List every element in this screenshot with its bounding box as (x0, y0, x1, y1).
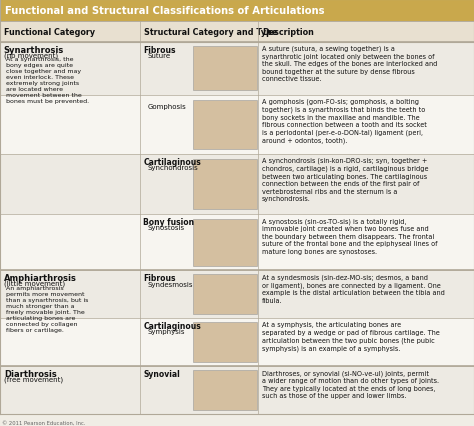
Text: An amphiarthrosis
permits more movement
than a synarthrosis, but is
much stronge: An amphiarthrosis permits more movement … (6, 285, 89, 332)
Text: Functional Category: Functional Category (4, 28, 95, 37)
FancyBboxPatch shape (193, 275, 257, 314)
FancyBboxPatch shape (193, 47, 257, 91)
FancyBboxPatch shape (193, 160, 257, 210)
Text: Diarthroses, or synovial (si-NO-ve-ul) joints, permit
a wider range of motion th: Diarthroses, or synovial (si-NO-ve-ul) j… (262, 369, 439, 398)
Bar (0, 95, 474, 154)
Text: Amphiarthrosis: Amphiarthrosis (4, 273, 77, 283)
Text: © 2011 Pearson Education, Inc.: © 2011 Pearson Education, Inc. (2, 419, 86, 424)
FancyBboxPatch shape (193, 370, 257, 410)
Text: Bony fusion: Bony fusion (143, 218, 194, 227)
Text: Suture: Suture (148, 53, 171, 59)
Text: Gomphosis: Gomphosis (148, 104, 187, 109)
Text: Description: Description (262, 28, 314, 37)
Text: Fibrous: Fibrous (143, 273, 176, 283)
Bar (0, 319, 474, 366)
Text: Fibrous: Fibrous (143, 46, 176, 55)
FancyBboxPatch shape (193, 322, 257, 363)
Bar (0, 366, 474, 414)
Bar (0, 22, 474, 43)
FancyBboxPatch shape (193, 219, 257, 266)
Text: A gomphosis (gom-FO-sis; gomphosis, a bolting
together) is a synarthrosis that b: A gomphosis (gom-FO-sis; gomphosis, a bo… (262, 98, 427, 144)
Text: Syndesmosis: Syndesmosis (148, 281, 193, 287)
Bar (0, 43, 474, 95)
Text: Functional and Structural Classifications of Articulations: Functional and Structural Classification… (5, 6, 324, 16)
Text: Cartilaginous: Cartilaginous (143, 322, 201, 331)
Bar (0, 0, 474, 22)
Text: Synchondrosis: Synchondrosis (148, 164, 199, 170)
Text: A suture (sutura, a sewing together) is a
synarthrotic joint located only betwee: A suture (sutura, a sewing together) is … (262, 46, 437, 82)
Bar (0, 154, 474, 215)
Text: (little movement): (little movement) (4, 280, 65, 287)
Text: A synchondrosis (sin-kon-DRO-sis; syn, together +
chondros, cartilage) is a rigi: A synchondrosis (sin-kon-DRO-sis; syn, t… (262, 157, 428, 202)
Text: Structural Category and Type: Structural Category and Type (144, 28, 277, 37)
Bar (0, 271, 474, 319)
Text: At a synarthrosis, the
bony edges are quite
close together and may
even interloc: At a synarthrosis, the bony edges are qu… (6, 57, 89, 104)
Text: Synarthrosis: Synarthrosis (4, 46, 64, 55)
Text: At a symphysis, the articulating bones are
separated by a wedge or pad of fibrou: At a symphysis, the articulating bones a… (262, 322, 439, 351)
Text: At a syndesmosis (sin-dez-MO-sis; desmos, a band
or ligament), bones are connect: At a syndesmosis (sin-dez-MO-sis; desmos… (262, 273, 445, 303)
Text: Diarthrosis: Diarthrosis (4, 369, 56, 378)
Text: Synovial: Synovial (143, 369, 180, 378)
Bar (0, 215, 474, 271)
FancyBboxPatch shape (193, 101, 257, 150)
Text: A synostosis (sin-os-TO-sis) is a totally rigid,
immovable joint created when tw: A synostosis (sin-os-TO-sis) is a totall… (262, 218, 437, 254)
Text: (no movement): (no movement) (4, 52, 58, 58)
Text: Synostosis: Synostosis (148, 225, 185, 231)
Text: Cartilaginous: Cartilaginous (143, 157, 201, 166)
Text: Symphysis: Symphysis (148, 329, 185, 335)
Text: (free movement): (free movement) (4, 376, 63, 382)
